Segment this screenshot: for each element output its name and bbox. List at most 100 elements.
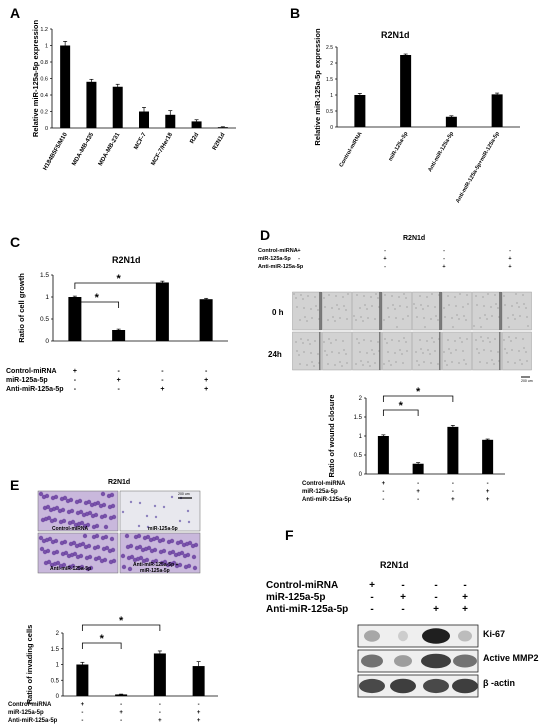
stained-cell xyxy=(100,535,106,541)
cell-speck xyxy=(331,307,333,309)
micrograph-tile xyxy=(412,291,442,331)
cell-speck xyxy=(419,339,421,341)
stained-cell xyxy=(75,554,81,560)
y-tick-label: 1 xyxy=(359,434,363,440)
cell-speck xyxy=(364,304,366,306)
cell-speck xyxy=(458,362,460,364)
category-label: miR-125a-5p xyxy=(388,130,410,162)
cell-speck xyxy=(366,308,368,310)
micrograph-tile xyxy=(472,291,502,331)
cell-speck xyxy=(416,360,418,362)
treatment-sign: + xyxy=(160,386,164,393)
cell-speck xyxy=(514,362,516,364)
cell-speck xyxy=(512,314,514,316)
cell-speck xyxy=(345,309,347,311)
significance-star: * xyxy=(399,400,404,412)
cell-speck xyxy=(306,364,308,366)
stained-cell xyxy=(149,548,155,554)
bar xyxy=(76,664,89,696)
y-tick-label: 1 xyxy=(330,93,333,99)
significance-bracket xyxy=(74,301,120,308)
cell-speck xyxy=(317,309,319,311)
stained-cell xyxy=(129,500,133,504)
cell-speck xyxy=(394,308,396,310)
cell-speck xyxy=(324,350,326,352)
y-tick-label: 1.5 xyxy=(40,272,49,279)
cell-speck xyxy=(398,296,400,298)
cell-speck xyxy=(391,339,393,341)
treatment-sign: + xyxy=(462,604,468,615)
cell-speck xyxy=(451,317,453,319)
significance-star: * xyxy=(416,386,421,398)
invasion-images xyxy=(37,490,201,574)
cell-speck xyxy=(415,307,417,309)
cell-speck xyxy=(491,315,493,317)
stained-cell xyxy=(148,537,154,543)
cell-speck xyxy=(295,297,297,299)
cell-speck xyxy=(435,315,437,317)
cell-speck xyxy=(486,362,488,364)
stained-cell xyxy=(145,514,149,518)
wound-edge xyxy=(439,332,441,370)
stained-cell xyxy=(138,501,142,505)
cell-speck xyxy=(447,339,449,341)
micrograph-tile xyxy=(382,291,412,331)
treatment-sign: + xyxy=(73,368,77,375)
stained-cell xyxy=(187,520,191,524)
cell-speck xyxy=(401,353,403,355)
bar xyxy=(192,666,205,696)
blot-band xyxy=(452,678,478,694)
treatment-sign: + xyxy=(462,592,468,603)
treatment-sign: + xyxy=(197,718,201,724)
cell-speck xyxy=(413,303,415,305)
y-tick-label: 2 xyxy=(56,631,60,637)
y-tick-label: 1.5 xyxy=(326,77,333,83)
blot-band xyxy=(394,655,412,667)
blot-strip xyxy=(357,649,479,673)
cell-speck xyxy=(450,352,452,354)
treatment-label: miR-125a-5p xyxy=(6,377,48,384)
cell-speck xyxy=(355,319,357,321)
stained-cell xyxy=(137,524,141,528)
cell-speck xyxy=(514,318,516,320)
cell-speck xyxy=(458,318,460,320)
stained-cell xyxy=(74,499,80,505)
treatment-label: miR-125a-5p xyxy=(8,710,44,716)
stained-cell xyxy=(49,518,55,524)
cell-speck xyxy=(298,354,300,356)
stained-cell xyxy=(173,552,179,558)
stained-cell xyxy=(186,509,190,513)
treatment-sign: - xyxy=(382,489,384,495)
cell-speck xyxy=(480,326,482,328)
cell-speck xyxy=(508,336,510,338)
stained-cell xyxy=(73,522,79,528)
cell-speck xyxy=(511,305,513,307)
significance-star: * xyxy=(119,615,124,627)
cell-speck xyxy=(491,359,493,361)
treatment-sign: - xyxy=(463,580,466,591)
stained-cell xyxy=(67,520,73,526)
chart-d: 0 0.5 1 1.5 2 Ratio of wound closure * * xyxy=(327,386,505,478)
cell-speck xyxy=(300,294,302,296)
cell-speck xyxy=(331,351,333,353)
treatment-table-f: Control-miRNA + - - -miR-125a-5p - + - +Anti-miR… xyxy=(266,580,468,615)
cell-speck xyxy=(373,353,375,355)
cell-speck xyxy=(489,341,491,343)
stained-cell xyxy=(109,536,115,542)
cell-speck xyxy=(343,349,345,351)
cell-speck xyxy=(507,361,509,363)
treatment-table-c: Control-miRNA + - - - miR-125a-5p - + - + Anti-miR… xyxy=(6,368,208,393)
bar xyxy=(400,55,412,127)
stained-cell xyxy=(60,551,66,557)
y-tick-label: 0.5 xyxy=(354,453,363,459)
cell-speck xyxy=(334,364,336,366)
bar xyxy=(191,121,202,128)
cell-speck xyxy=(497,307,499,309)
treatment-sign: + xyxy=(297,248,300,254)
cell-speck xyxy=(476,304,478,306)
cell-speck xyxy=(479,361,481,363)
wound-edge xyxy=(499,292,502,330)
cell-speck xyxy=(360,316,362,318)
